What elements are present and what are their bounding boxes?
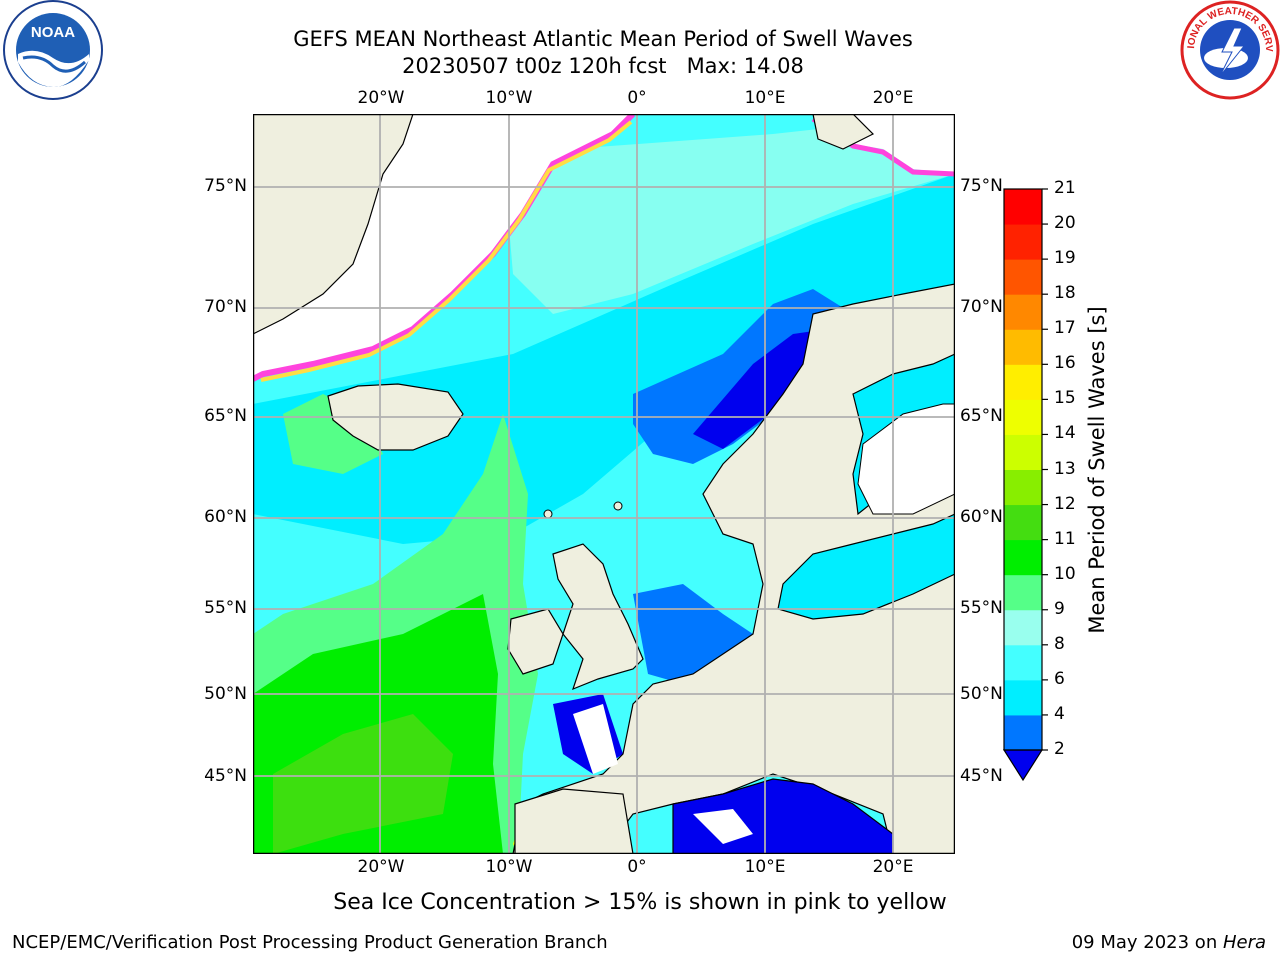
lat-label-left-55n: 55°N [204,598,247,618]
date-text: 09 May 2023 on [1071,932,1223,953]
lon-label-bottom-0: 0° [627,857,647,877]
colorbar-tick-label: 2 [1054,739,1065,759]
colorbar-tick-label: 15 [1054,388,1076,409]
colorbar-segment [1004,364,1042,400]
colorbar-label: Mean Period of Swell Waves [s] [1085,306,1109,634]
ocean-band-cyan [253,174,955,544]
swell-period-map [253,114,955,854]
lon-label-bottom-20e: 20°E [872,857,914,877]
map-title: GEFS MEAN Northeast Atlantic Mean Period… [293,27,913,51]
producer-credit: NCEP/EMC/Verification Post Processing Pr… [12,932,608,953]
colorbar-segment [1004,259,1042,295]
lon-label-top-10e: 10°E [744,88,786,108]
nws-logo-icon: NATIONAL WEATHER SERVICE [1176,0,1280,100]
colorbar-segment [1004,644,1042,681]
colorbar-segment [1004,469,1042,506]
colorbar-tick-label: 8 [1054,633,1065,654]
machine-name: Hera [1222,932,1266,953]
colorbar-tick-label: 19 [1054,248,1076,269]
colorbar-segment [1004,714,1042,751]
lon-label-bottom-10w: 10°W [485,857,533,877]
lat-label-left-50n: 50°N [204,684,247,704]
lon-label-top-20e: 20°E [872,88,914,108]
lat-label-right-55n: 55°N [960,598,1003,618]
colorbar-segment [1004,504,1042,541]
colorbar-tick-label: 14 [1054,423,1076,444]
lon-label-top-20w: 20°W [357,88,405,108]
map-subtitle: 20230507 t00z 120h fcst Max: 14.08 [402,54,804,78]
lat-label-left-70n: 70°N [204,297,247,317]
colorbar-segment [1004,294,1042,330]
noaa-logo-icon: NOAA [1,0,105,100]
colorbar-tick-label: 17 [1054,318,1076,339]
colorbar-segment [1004,679,1042,716]
lat-label-right-65n: 65°N [960,406,1003,426]
sea-ice-footnote: Sea Ice Concentration > 15% is shown in … [333,890,947,915]
colorbar-segment [1004,574,1042,611]
colorbar-extend-arrow [1002,749,1044,782]
lat-label-left-75n: 75°N [204,176,247,196]
lat-label-left-45n: 45°N [204,766,247,786]
colorbar [1002,188,1048,782]
lon-label-top-10w: 10°W [485,88,533,108]
ocean-band-pale [503,114,955,314]
lat-label-left-60n: 60°N [204,507,247,527]
lat-label-right-70n: 70°N [960,297,1003,317]
lon-label-bottom-10e: 10°E [744,857,786,877]
lat-label-left-65n: 65°N [204,406,247,426]
colorbar-tick-label: 21 [1054,178,1076,198]
colorbar-tick-label: 20 [1054,213,1076,234]
lon-label-top-0: 0° [627,88,647,108]
svg-text:NOAA: NOAA [31,24,75,41]
colorbar-tick-label: 13 [1054,458,1076,479]
lat-label-right-50n: 50°N [960,684,1003,704]
lat-label-right-60n: 60°N [960,507,1003,527]
generation-date: 09 May 2023 on Hera [1072,932,1266,953]
colorbar-segment [1004,609,1042,646]
colorbar-tick-label: 10 [1054,563,1076,584]
colorbar-segment [1004,434,1042,470]
map-gridlines [253,114,955,854]
colorbar-tick-label: 11 [1054,528,1076,549]
colorbar-segment [1004,224,1042,260]
colorbar-segment [1004,189,1042,225]
greenland-land [253,114,414,335]
lat-label-right-75n: 75°N [960,176,1003,196]
iberia-land [514,788,634,854]
colorbar-tick-label: 12 [1054,493,1076,514]
colorbar-segment [1004,539,1042,576]
lat-label-right-45n: 45°N [960,766,1003,786]
colorbar-segment [1004,399,1042,435]
colorbar-tick-label: 18 [1054,283,1076,304]
colorbar-segment [1004,329,1042,365]
lon-label-bottom-20w: 20°W [357,857,405,877]
colorbar-tick-label: 16 [1054,353,1076,374]
colorbar-tick-label: 4 [1054,703,1065,724]
colorbar-tick-label: 9 [1054,598,1065,619]
colorbar-tick-label: 6 [1054,668,1065,689]
map-frame [253,114,955,854]
swell-deep-blue-region [693,329,828,449]
